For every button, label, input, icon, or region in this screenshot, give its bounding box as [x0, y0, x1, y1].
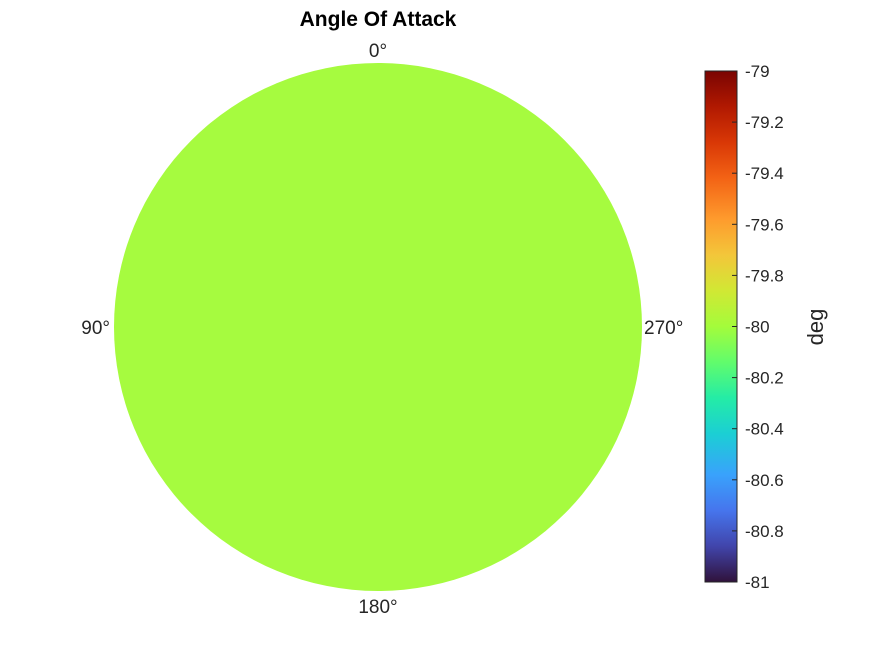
angle-label-270: 270° — [644, 318, 683, 339]
angle-label-90: 90° — [81, 318, 110, 339]
colorbar-tick-label: -80.8 — [745, 522, 784, 541]
colorbar: -79 -79.2 -79.4 -79.6 -79.8 -80 -80.2 -80.4 -80.… — [704, 62, 828, 592]
colorbar-tick-label: -80.2 — [745, 369, 784, 388]
angle-labels: 0° 90° 180° 270° — [81, 41, 683, 618]
colorbar-tick-label: -79.2 — [745, 113, 784, 132]
angle-label-180: 180° — [358, 597, 397, 618]
colorbar-tick-label: -81 — [745, 573, 770, 592]
polar-surface — [114, 63, 642, 591]
colorbar-tick-label: -79 — [745, 62, 770, 81]
angle-label-0: 0° — [369, 41, 387, 62]
colorbar-tick-label: -80.6 — [745, 471, 784, 490]
colorbar-tick-label: -79.6 — [745, 215, 784, 234]
colorbar-ticks: -79 -79.2 -79.4 -79.6 -79.8 -80 -80.2 -80.4 -80.… — [732, 62, 784, 592]
colorbar-tick-label: -80.4 — [745, 420, 784, 439]
colorbar-label: deg — [803, 309, 828, 346]
colorbar-tick-label: -80 — [745, 318, 770, 337]
colorbar-tick-label: -79.4 — [745, 164, 784, 183]
chart-title: Angle Of Attack — [300, 8, 457, 31]
colorbar-tick-label: -79.8 — [745, 266, 784, 285]
